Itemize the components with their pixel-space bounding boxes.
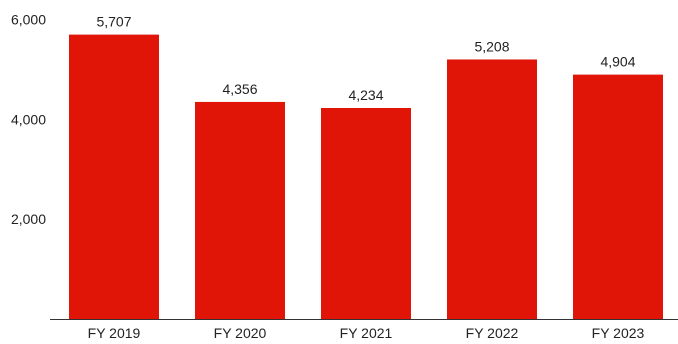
bar-value-label: 4,234 xyxy=(348,87,383,103)
bar-value-label: 4,356 xyxy=(222,81,257,97)
x-tick-label: FY 2023 xyxy=(592,325,645,341)
bar-value-labels: 5,707 4,356 4,234 5,208 4,904 xyxy=(96,14,635,103)
x-tick-label: FY 2021 xyxy=(340,325,393,341)
bar xyxy=(195,101,285,320)
bar xyxy=(69,34,159,319)
x-tick-label: FY 2022 xyxy=(466,325,519,341)
bar-value-label: 5,208 xyxy=(474,38,509,54)
x-tick-label: FY 2019 xyxy=(88,325,141,341)
y-axis-tick-labels: 2,000 4,000 6,000 xyxy=(11,12,46,227)
bar-value-label: 5,707 xyxy=(96,14,131,30)
bar xyxy=(573,74,663,319)
x-axis-tick-labels: FY 2019 FY 2020 FY 2021 FY 2022 FY 2023 xyxy=(88,325,645,341)
bar xyxy=(321,108,411,319)
bar xyxy=(447,59,537,320)
x-tick-label: FY 2020 xyxy=(214,325,267,341)
y-tick-label: 4,000 xyxy=(11,111,46,127)
y-tick-label: 6,000 xyxy=(11,12,46,28)
y-tick-label: 2,000 xyxy=(11,211,46,227)
bar-value-label: 4,904 xyxy=(600,54,635,70)
bars xyxy=(69,34,663,320)
